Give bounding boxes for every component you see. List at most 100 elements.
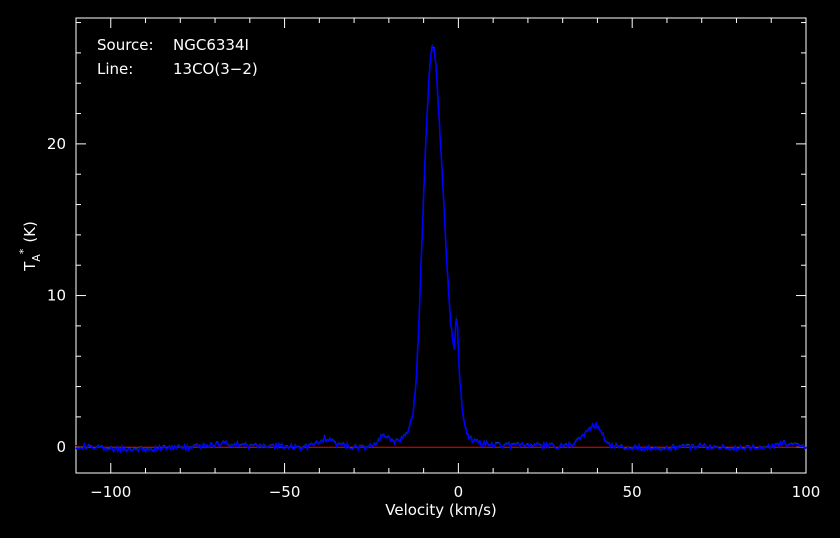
spectrum-point: [179, 446, 181, 448]
spectrum-point: [770, 445, 772, 447]
spectrum-point: [445, 249, 447, 251]
spectrum-point: [805, 446, 807, 448]
spectrum-point: [329, 439, 331, 441]
spectrum-point: [527, 443, 529, 445]
spectrum-point: [110, 448, 112, 450]
spectrum-point: [443, 216, 446, 218]
spectrum-point: [603, 437, 606, 439]
spectrum-point: [509, 444, 512, 446]
x-tick-label: −100: [90, 483, 131, 501]
spectrum-point: [607, 443, 609, 445]
spectrum-point: [414, 393, 416, 395]
spectrum-point: [450, 322, 452, 324]
spectrum-point: [428, 79, 430, 81]
spectrum-point: [440, 150, 442, 153]
spectrum-point: [631, 446, 633, 448]
spectrum-point: [207, 445, 209, 447]
spectrum-point: [221, 442, 223, 444]
y-axis-label-sup: *: [17, 248, 30, 254]
source-key: Source:: [97, 36, 154, 54]
x-tick-label: 50: [623, 483, 642, 501]
y-tick-label: 10: [47, 287, 66, 305]
spectrum-point: [417, 332, 419, 335]
spectrum-point: [600, 429, 602, 432]
spectrum-point: [430, 55, 432, 57]
spectrum-point: [395, 440, 397, 442]
spectrum-point: [360, 446, 362, 448]
spectrum-point: [453, 346, 455, 348]
spectrum-point: [370, 445, 373, 447]
spectrum-point: [482, 442, 484, 444]
spectrum-point: [455, 316, 457, 318]
spectrum-point: [301, 446, 303, 448]
spectrum-point: [475, 441, 477, 443]
spectrum-point: [436, 90, 439, 92]
line-key: Line:: [97, 60, 133, 78]
spectrum-point: [459, 387, 462, 389]
spectrum-point: [544, 445, 546, 447]
minor-ticks: [75, 18, 806, 473]
spectrum-point: [666, 446, 668, 448]
spectrum-point: [458, 370, 460, 372]
spectrum-point: [471, 439, 473, 441]
y-axis-label-unit: (K): [21, 221, 39, 243]
y-axis-label-main: T: [21, 261, 39, 272]
major-ticks: [76, 18, 807, 473]
spectrum-point: [433, 49, 435, 51]
y-tick-label: 0: [56, 438, 66, 456]
x-tick-label: 100: [792, 483, 821, 501]
spectrum-point: [442, 184, 444, 186]
spectrum-point: [788, 443, 790, 445]
plot-frame: [75, 17, 807, 474]
spectrum-point: [457, 328, 459, 330]
spectrum-point: [466, 431, 468, 433]
x-tick-labels: −100 −50 0 50 100: [90, 483, 820, 501]
x-axis-label: Velocity (km/s): [385, 501, 496, 519]
spectrum-point: [284, 445, 286, 447]
spectrum-point: [492, 443, 494, 445]
x-tick-label: −50: [269, 483, 301, 501]
spectrum-point: [336, 443, 338, 445]
spectrum-point: [586, 429, 588, 432]
spectrum-point: [614, 445, 616, 447]
spectrum-point: [419, 287, 421, 289]
spectrum-point: [701, 445, 703, 447]
spectrum-point: [346, 445, 348, 447]
spectrum-noise-line: [75, 44, 807, 453]
spectrum-point: [572, 443, 574, 445]
spectrum-point: [579, 437, 581, 439]
spectrum-point: [377, 440, 379, 442]
spectrum-point: [457, 348, 459, 350]
spectrum-point: [596, 425, 599, 427]
y-tick-label: 20: [47, 135, 66, 153]
spectrum-point: [386, 437, 388, 439]
spectrum-point: [562, 445, 564, 447]
spectrum-point: [452, 342, 455, 344]
spectrum-point: [451, 332, 453, 335]
spectrum-point: [438, 120, 440, 122]
y-tick-labels: 0 10 20: [47, 135, 66, 456]
spectrum-point: [781, 442, 783, 444]
spectrum-point: [405, 433, 407, 435]
spectrum-point: [390, 439, 392, 441]
spectrum-point: [323, 437, 326, 439]
spectrum-point: [249, 445, 251, 447]
y-axis-label: TA* (K): [17, 221, 43, 272]
spectrum-point: [383, 433, 385, 435]
x-tick-label: 0: [454, 483, 464, 501]
spectrum-point: [412, 410, 414, 412]
spectrum-point: [421, 241, 423, 244]
spectrum-point: [463, 416, 465, 418]
spectrum-point: [423, 196, 425, 198]
spectrum-point: [409, 423, 411, 426]
spectrum-point: [589, 426, 592, 429]
spectrum-point: [448, 302, 450, 304]
spectrum-point: [318, 442, 320, 444]
series-layer: [75, 44, 807, 454]
spectrum-point: [593, 423, 595, 426]
spectrum-point: [735, 446, 738, 448]
spectrum-point: [435, 64, 437, 66]
spectrum-point: [75, 445, 77, 447]
spectrum-point: [426, 113, 428, 115]
